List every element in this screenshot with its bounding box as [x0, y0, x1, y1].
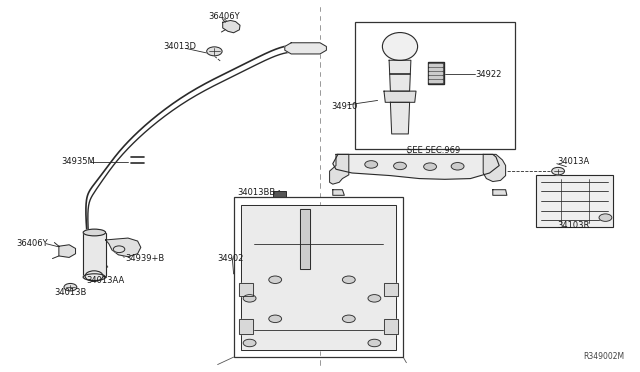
Polygon shape [300, 209, 310, 269]
Polygon shape [429, 80, 442, 82]
Polygon shape [389, 60, 411, 91]
Bar [239, 283, 253, 296]
Polygon shape [384, 91, 416, 102]
Circle shape [342, 276, 355, 283]
Circle shape [85, 271, 103, 281]
Text: 34910: 34910 [332, 102, 358, 110]
Bar [83, 232, 106, 277]
Circle shape [368, 295, 381, 302]
Polygon shape [333, 190, 344, 195]
Text: 34935M: 34935M [61, 157, 95, 166]
Circle shape [365, 161, 378, 168]
Text: 34013A: 34013A [557, 157, 589, 166]
Text: 34922: 34922 [475, 70, 501, 79]
Text: SEE SEC.969: SEE SEC.969 [407, 146, 460, 155]
Circle shape [113, 246, 125, 253]
Polygon shape [59, 245, 76, 257]
Circle shape [207, 47, 222, 56]
Polygon shape [285, 43, 326, 54]
Circle shape [64, 283, 77, 291]
Polygon shape [106, 238, 141, 257]
Bar [355, 22, 515, 149]
Polygon shape [384, 319, 398, 334]
Polygon shape [429, 76, 442, 78]
Circle shape [243, 339, 256, 347]
Circle shape [368, 339, 381, 347]
Text: 34939+B: 34939+B [125, 254, 164, 263]
Text: 34013D: 34013D [163, 42, 196, 51]
Bar [300, 209, 310, 269]
Polygon shape [239, 319, 253, 334]
Circle shape [269, 315, 282, 323]
Circle shape [342, 315, 355, 323]
Text: R349002M: R349002M [583, 352, 624, 361]
Circle shape [394, 162, 406, 170]
Polygon shape [428, 62, 444, 84]
Bar [384, 319, 398, 334]
Polygon shape [239, 283, 253, 296]
Polygon shape [493, 190, 507, 195]
Text: 34013AA: 34013AA [86, 276, 125, 285]
Polygon shape [83, 232, 106, 277]
Polygon shape [483, 154, 506, 182]
Polygon shape [333, 154, 499, 179]
Ellipse shape [383, 32, 418, 60]
Polygon shape [390, 102, 410, 134]
Bar [428, 62, 444, 84]
Circle shape [451, 163, 464, 170]
Polygon shape [241, 205, 396, 350]
Polygon shape [429, 64, 442, 66]
Text: 34013BB: 34013BB [237, 188, 275, 197]
Polygon shape [429, 68, 442, 70]
Polygon shape [536, 175, 613, 227]
Text: 34103R: 34103R [557, 221, 589, 230]
Circle shape [599, 214, 612, 221]
Bar [234, 197, 403, 357]
Polygon shape [330, 154, 349, 184]
Text: 36406Y: 36406Y [208, 12, 239, 21]
Polygon shape [429, 72, 442, 74]
Circle shape [243, 295, 256, 302]
Bar [241, 205, 396, 350]
Circle shape [552, 167, 564, 175]
Bar [384, 283, 398, 296]
Circle shape [424, 163, 436, 170]
Polygon shape [384, 283, 398, 296]
Ellipse shape [83, 229, 106, 236]
Text: 36406Y: 36406Y [16, 239, 47, 248]
Text: 34902: 34902 [218, 254, 244, 263]
Polygon shape [223, 20, 240, 33]
Text: 34013B: 34013B [54, 288, 87, 296]
Bar [273, 191, 286, 197]
Bar [239, 319, 253, 334]
Ellipse shape [83, 274, 106, 280]
Bar [536, 175, 613, 227]
Circle shape [269, 276, 282, 283]
